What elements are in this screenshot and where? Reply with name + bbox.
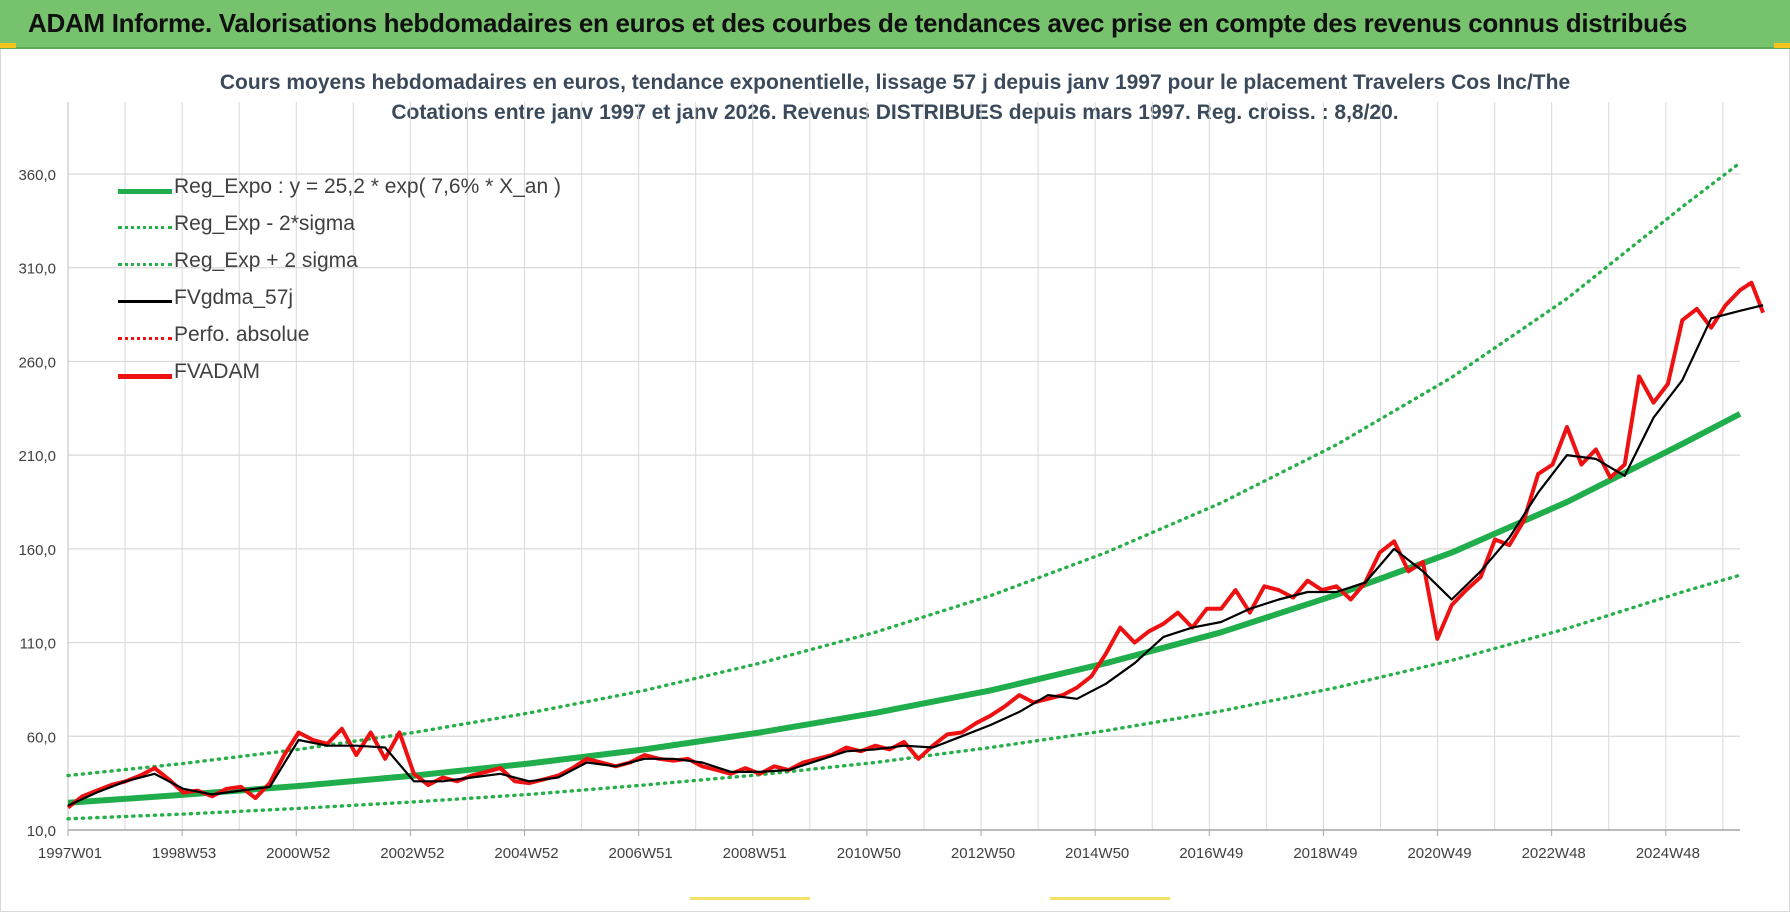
x-tick-label: 2022W48 bbox=[1522, 845, 1586, 862]
x-tick-label: 2018W49 bbox=[1293, 845, 1357, 862]
chart-subtitle: Cotations entre janv 1997 et janv 2026. … bbox=[391, 101, 1399, 124]
x-tick-label: 2000W52 bbox=[266, 845, 330, 862]
x-tick-label: 1997W01 bbox=[38, 845, 102, 862]
bottom-accent bbox=[1050, 897, 1170, 900]
x-tick-label: 2004W52 bbox=[494, 845, 558, 862]
legend-swatch bbox=[118, 337, 172, 340]
upper-band-series bbox=[66, 161, 1742, 778]
corner-accent-right bbox=[1774, 43, 1790, 48]
smoothed-series bbox=[67, 304, 1764, 807]
x-tick-label: 2024W48 bbox=[1636, 845, 1700, 862]
x-tick-label: 2020W49 bbox=[1407, 845, 1471, 862]
chart-title: Cours moyens hebdomadaires en euros, ten… bbox=[219, 71, 1571, 94]
legend-swatch bbox=[118, 226, 172, 229]
x-tick-label: 2016W49 bbox=[1179, 845, 1243, 862]
report-title: ADAM Informe. Valorisations hebdomadaire… bbox=[28, 8, 1688, 38]
x-tick-label: 2008W51 bbox=[723, 845, 787, 862]
x-tick-label: 2014W50 bbox=[1065, 845, 1129, 862]
legend-swatch bbox=[118, 263, 172, 266]
y-tick-label: 260,0 bbox=[18, 354, 56, 371]
legend-label: FVADAM bbox=[174, 360, 260, 383]
x-tick-label: 1998W53 bbox=[152, 845, 216, 862]
corner-accent-left bbox=[0, 43, 16, 48]
y-tick-label: 360,0 bbox=[18, 167, 56, 184]
legend-swatch bbox=[118, 374, 172, 379]
legend-label: FVgdma_57j bbox=[174, 286, 294, 309]
bottom-accent bbox=[690, 897, 810, 900]
y-tick-label: 310,0 bbox=[18, 261, 56, 278]
legend-swatch bbox=[118, 189, 172, 194]
lower-band-series bbox=[66, 573, 1742, 821]
y-tick-label: 60,0 bbox=[27, 729, 56, 746]
y-tick-label: 10,0 bbox=[27, 823, 56, 840]
report-banner: ADAM Informe. Valorisations hebdomadaire… bbox=[0, 0, 1790, 49]
legend-label: Reg_Exp + 2 sigma bbox=[174, 249, 358, 272]
x-tick-label: 2010W50 bbox=[837, 845, 901, 862]
x-tick-label: 2012W50 bbox=[951, 845, 1015, 862]
chart-title-block: Cours moyens hebdomadaires en euros, ten… bbox=[0, 68, 1790, 128]
legend-swatch bbox=[118, 300, 172, 303]
y-tick-label: 110,0 bbox=[20, 636, 56, 653]
x-tick-label: 2006W51 bbox=[609, 845, 673, 862]
legend-label: Reg_Expo : y = 25,2 * exp( 7,6% * X_an ) bbox=[174, 175, 561, 198]
x-tick-label: 2002W52 bbox=[380, 845, 444, 862]
y-tick-label: 160,0 bbox=[18, 542, 56, 559]
y-tick-label: 210,0 bbox=[18, 448, 56, 465]
legend-label: Perfo. absolue bbox=[174, 323, 310, 346]
legend-label: Reg_Exp - 2*sigma bbox=[174, 212, 355, 235]
trend-line-series bbox=[67, 411, 1742, 806]
